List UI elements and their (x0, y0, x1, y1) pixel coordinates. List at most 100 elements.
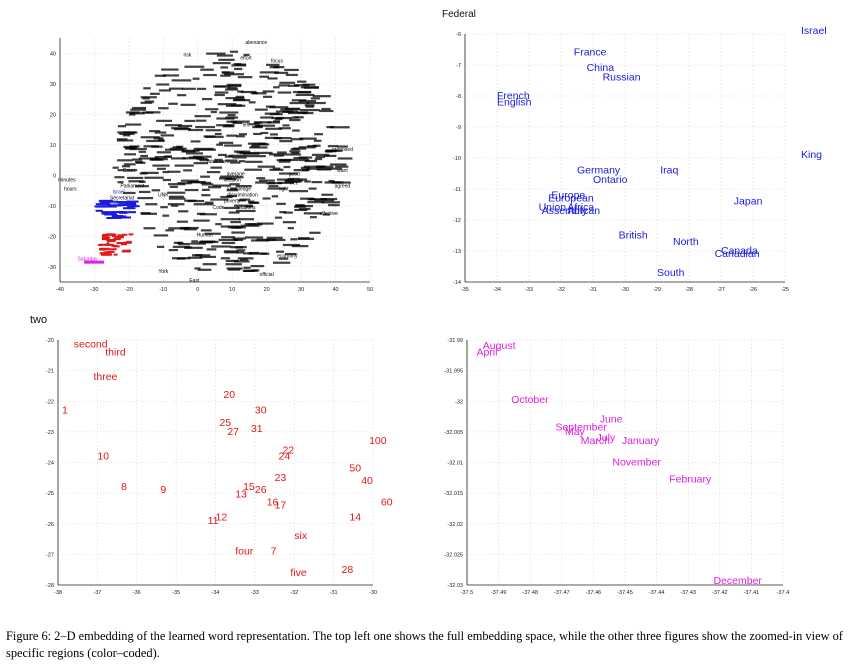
x-tick-label: 20 (264, 287, 270, 293)
cloud-mark (229, 183, 240, 186)
cloud-mark (278, 160, 291, 163)
cloud-mark-blue (106, 217, 122, 220)
cloud-mark (284, 107, 301, 110)
cloud-mark (212, 61, 231, 65)
word-label: December (713, 575, 762, 587)
cloud-mark (206, 52, 226, 55)
cloud-mark (259, 71, 279, 74)
cloud-mark (187, 199, 205, 203)
word-label: free (290, 180, 299, 186)
cloud-mark (295, 93, 315, 97)
cloud-mark (298, 158, 310, 162)
panel-numbers: -38 -37 -36 -35 -34 -33 -32 -31 -30 -20 -21 -22 -23 -… (30, 314, 393, 596)
cloud-mark (277, 151, 287, 154)
x-tick-label: -37.44 (649, 590, 665, 596)
cloud-mark (231, 64, 247, 67)
x-tick-label: -37.43 (680, 590, 696, 596)
x-tick-label: -37.45 (617, 590, 633, 596)
cloud-mark (176, 220, 188, 223)
word-label: Secretariat (110, 196, 135, 202)
cloud-mark (221, 236, 236, 239)
word-label: 60 (381, 496, 393, 508)
cloud-mark (220, 218, 241, 221)
cloud-mark (224, 144, 242, 147)
word-label: 24 (279, 450, 291, 462)
cloud-mark (294, 208, 308, 212)
cloud-mark (195, 119, 207, 122)
cloud-mark (193, 162, 209, 165)
cloud-mark (170, 157, 186, 160)
cloud-mark (308, 187, 317, 190)
panel-countries: -35 -34 -33 -32 -31 -30 -29 -28 -27 -26 -25 -6 -7 -8 -… (442, 9, 827, 293)
cloud-mark (187, 128, 204, 132)
cloud-mark (125, 111, 140, 114)
cloud-mark (199, 159, 210, 162)
cloud-mark (300, 108, 320, 112)
y-tick-label: -20 (46, 338, 54, 344)
cloud-mark (117, 131, 136, 134)
word-label: English (497, 96, 532, 108)
cloud-mark (210, 110, 217, 114)
cloud-mark (278, 127, 291, 130)
cloud-mark (297, 80, 307, 83)
word-label: August (483, 340, 516, 352)
x-tick-label: -20 (125, 287, 133, 293)
cloud-mark (309, 216, 317, 219)
cloud-mark (128, 180, 144, 183)
cloud-mark (262, 90, 275, 93)
cloud-mark (125, 123, 142, 126)
cloud-mark (168, 183, 186, 186)
word-label: third (105, 346, 126, 358)
cloud-mark (172, 245, 190, 248)
cloud-mark-red (101, 236, 111, 239)
cloud-mark (237, 176, 244, 179)
cloud-mark (251, 143, 270, 146)
cloud-mark (265, 105, 276, 108)
cloud-mark-red (99, 243, 109, 246)
cloud-mark (232, 237, 246, 240)
cloud-mark (250, 264, 265, 268)
cloud-mark (184, 188, 199, 192)
cloud-mark (140, 154, 148, 158)
word-label: 1 (62, 405, 68, 417)
cloud-mark (337, 145, 348, 148)
cloud-mark (226, 267, 243, 270)
cloud-mark (171, 79, 192, 82)
cloud-mark (203, 135, 216, 138)
word-label: effort (240, 55, 252, 61)
panel-months: -37.5 -37.49 -37.48 -37.47 -37.46 -37.45 -37.4… (444, 338, 789, 596)
cloud-mark (226, 189, 239, 192)
cloud-mark (295, 204, 314, 208)
cloud-mark (195, 125, 216, 129)
cloud-mark-blue (117, 201, 131, 204)
cloud-mark (168, 227, 184, 230)
word-label: Ontario (593, 174, 628, 186)
cloud-mark (151, 189, 161, 192)
cloud-mark-red (120, 243, 128, 246)
x-tick-label: -31 (589, 287, 597, 293)
cloud-mark (141, 171, 159, 174)
cloud-mark (268, 185, 279, 188)
cloud-mark (114, 176, 125, 179)
cloud-mark (267, 187, 287, 190)
cloud-mark (180, 179, 199, 182)
cloud-mark (279, 211, 287, 214)
cloud-mark (192, 254, 211, 257)
cloud-mark (200, 229, 212, 232)
cloud-mark (337, 157, 353, 160)
cloud-mark (141, 111, 154, 114)
cloud-mark (239, 198, 251, 201)
x-tick-label: -34 (212, 590, 220, 596)
cloud-mark (233, 260, 250, 263)
cloud-mark (218, 141, 234, 144)
cloud-mark (228, 84, 242, 88)
word-label: 16 (267, 496, 279, 508)
word-label: East (189, 278, 200, 284)
word-label: six (294, 530, 308, 542)
word-label: Saturday (78, 257, 99, 263)
cloud-mark-red (116, 241, 121, 244)
cloud-mark (183, 228, 197, 231)
cloud-mark-red (115, 238, 121, 241)
word-label: 30 (255, 405, 267, 417)
y-tick-label: -31.99 (447, 338, 463, 344)
